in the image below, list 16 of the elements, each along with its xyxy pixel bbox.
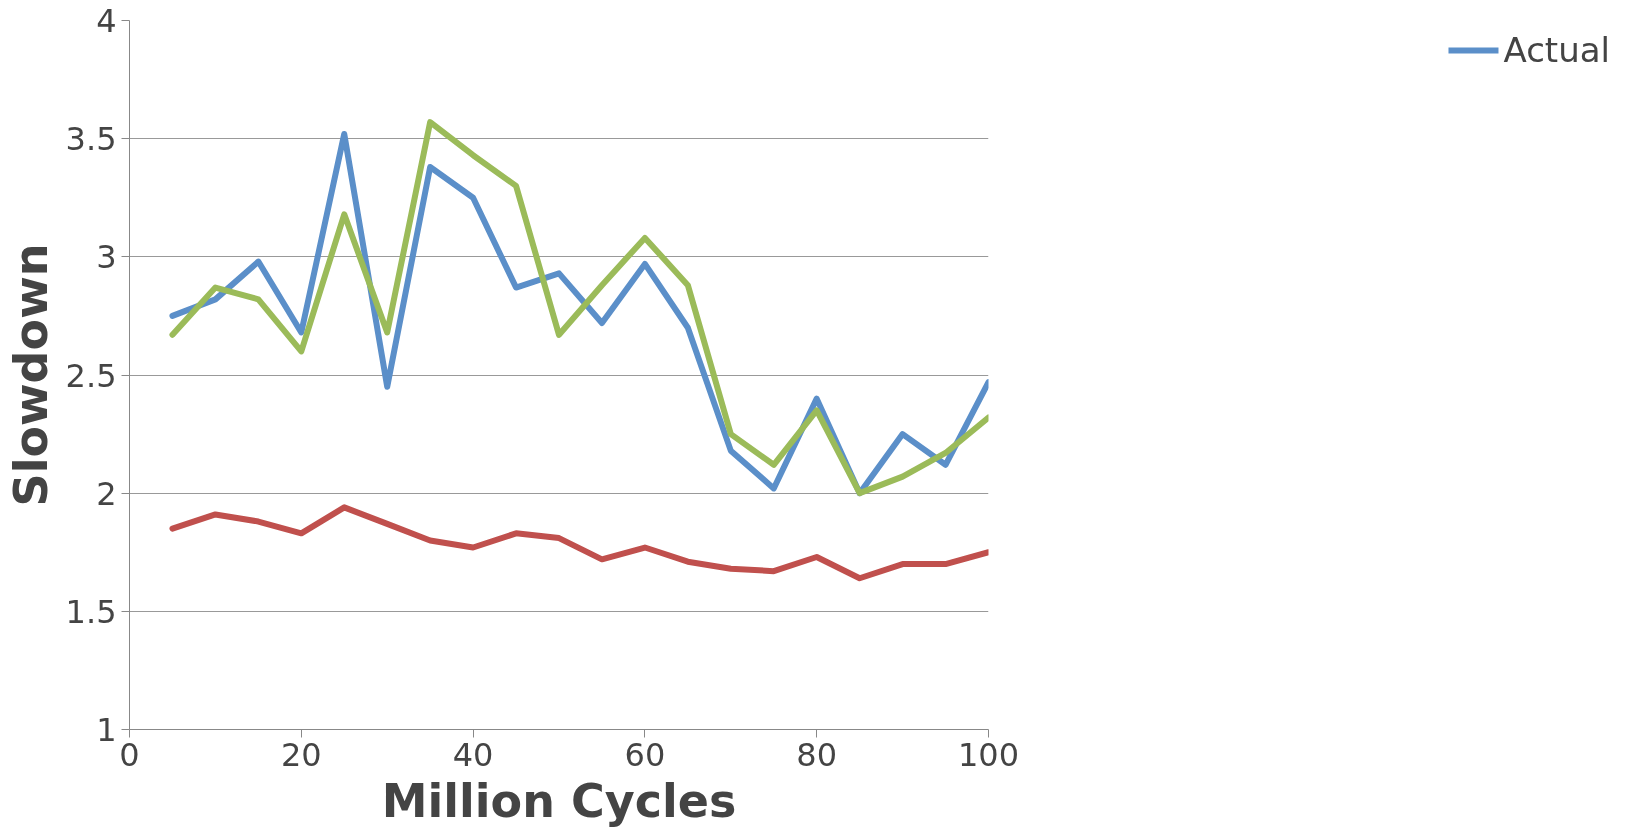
y-tick-label: 1 [96, 711, 117, 749]
x-tick-label: 80 [796, 735, 838, 774]
x-tick-label: 100 [957, 735, 1020, 774]
x-tick-label: 20 [280, 735, 322, 774]
x-tick-label: 40 [452, 735, 494, 774]
x-axis-title: Million Cycles [381, 773, 737, 828]
y-tick-label: 2.5 [65, 356, 117, 395]
x-tick-label: 60 [624, 735, 666, 774]
y-tick-label: 2 [96, 474, 117, 513]
legend-label: Actual [1503, 30, 1610, 70]
y-axis-title: Slowdown [3, 243, 58, 507]
y-tick-label: 3 [96, 238, 117, 277]
y-tick-label: 4 [96, 2, 117, 40]
y-tick-label: 3.5 [65, 120, 117, 159]
x-tick-label: 0 [119, 735, 140, 774]
y-tick-label: 1.5 [65, 592, 117, 631]
